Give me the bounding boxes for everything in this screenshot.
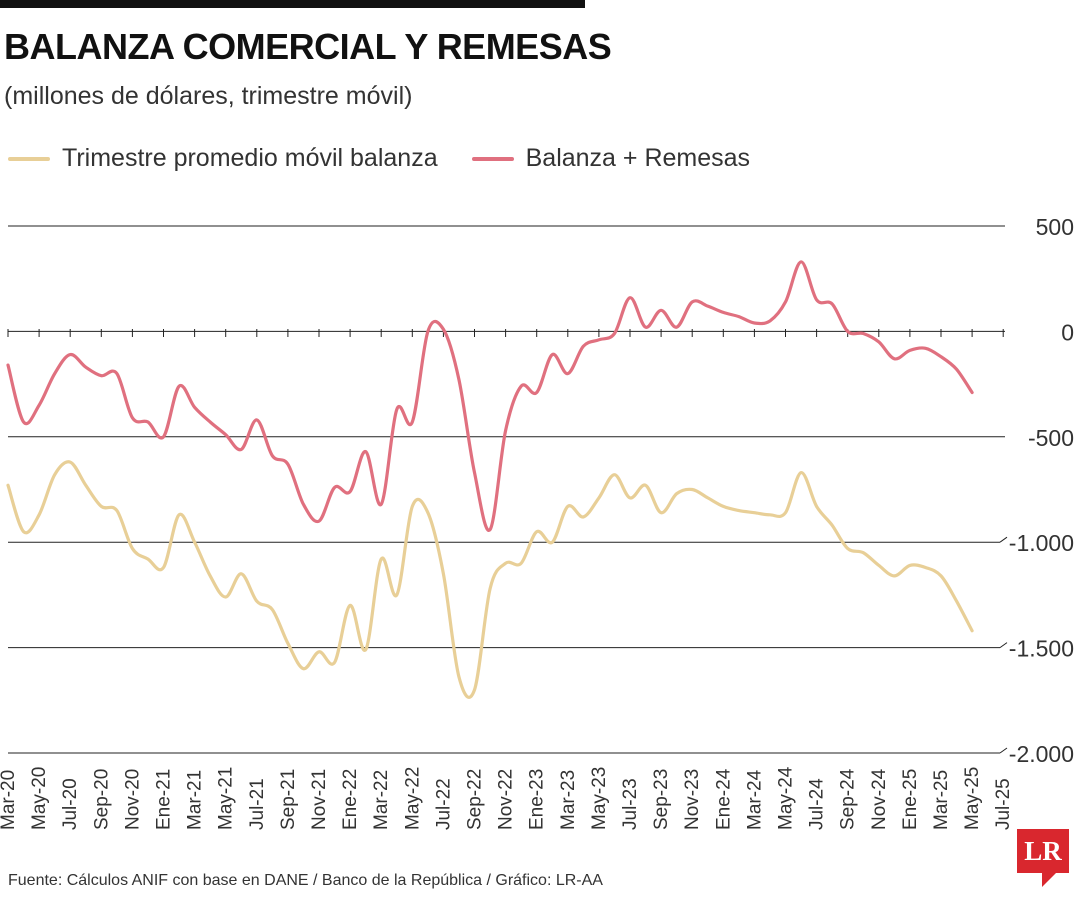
series-line-balanza-remesas xyxy=(6,260,974,532)
x-tick-label: Nov-23 xyxy=(682,769,703,830)
x-tick-label: Mar-24 xyxy=(744,769,765,830)
x-tick-label: May-25 xyxy=(962,767,983,830)
y-tick-label: 0 xyxy=(1061,319,1074,345)
x-tick-label: May-21 xyxy=(216,767,237,830)
x-tick-label: Mar-20 xyxy=(0,770,19,830)
y-tick-label: 500 xyxy=(1036,214,1074,240)
series-layer xyxy=(6,260,974,699)
x-tick-label: Jul-24 xyxy=(807,778,828,830)
x-tick-label: May-20 xyxy=(29,767,50,830)
y-axis-labels: 500 0 -500 -1.000 -1.500 -2.000 xyxy=(1009,214,1074,767)
y-tick-label: -1.000 xyxy=(1009,530,1074,556)
x-tick-label: Jul-21 xyxy=(247,778,268,830)
x-tick-label: May-23 xyxy=(589,767,610,830)
x-tick-label: Mar-25 xyxy=(931,770,952,830)
legend-label-remesas: Balanza + Remesas xyxy=(525,144,751,172)
x-tick-label: May-22 xyxy=(402,767,423,830)
x-tick-label: Mar-21 xyxy=(185,770,206,830)
x-tick-label: Nov-20 xyxy=(122,769,143,830)
x-tick-label: Sep-20 xyxy=(91,769,112,830)
x-tick-label: Ene-25 xyxy=(900,769,921,830)
x-tick-label: Nov-21 xyxy=(309,769,330,830)
x-tick-label: Ene-22 xyxy=(340,769,361,830)
x-tick-label: May-24 xyxy=(776,766,797,830)
x-tick-label: Ene-21 xyxy=(154,769,175,830)
x-tick-label: Sep-21 xyxy=(278,769,299,830)
x-tick-label: Sep-22 xyxy=(465,769,486,830)
chart-title: BALANZA COMERCIAL Y REMESAS xyxy=(4,26,612,67)
gridline-leader xyxy=(999,642,1008,649)
lr-logo: LR xyxy=(1017,829,1069,873)
gridline-leader xyxy=(999,536,1008,543)
x-tick-label: Ene-24 xyxy=(713,768,734,830)
line-chart: Mar-20 May-20 Jul-20 Sep-20 Nov-20 Ene-21 Mar-… xyxy=(0,214,1074,830)
source-note: Fuente: Cálculos ANIF con base en DANE /… xyxy=(8,872,603,889)
series-line-balanza xyxy=(6,460,974,699)
x-tick-label: Nov-22 xyxy=(496,769,517,830)
grid-layer xyxy=(8,225,1008,754)
x-tick-label: Jul-23 xyxy=(620,778,641,830)
y-tick-label: -500 xyxy=(1028,425,1074,451)
legend-item-remesas: Balanza + Remesas xyxy=(471,144,751,173)
gridline-leader xyxy=(999,747,1008,754)
x-tick-label: Sep-23 xyxy=(651,769,672,830)
top-rule xyxy=(0,0,585,8)
x-tick-label: Ene-23 xyxy=(527,769,548,830)
y-tick-label: -2.000 xyxy=(1009,741,1074,767)
legend: Trimestre promedio móvil balanza Balanza… xyxy=(8,144,784,173)
lr-logo-tail xyxy=(1042,873,1056,887)
x-tick-label: Mar-22 xyxy=(371,770,392,830)
y-tick-label: -1.500 xyxy=(1009,636,1074,662)
x-tick-label: Sep-24 xyxy=(838,768,859,830)
x-tick-label: Jul-22 xyxy=(433,778,454,830)
chart-subtitle: (millones de dólares, trimestre móvil) xyxy=(4,82,413,110)
legend-item-balanza: Trimestre promedio móvil balanza xyxy=(8,144,438,173)
x-tick-label: Nov-24 xyxy=(869,768,890,830)
x-tick-label: Jul-20 xyxy=(60,778,81,830)
legend-swatch-balanza xyxy=(8,156,50,161)
legend-label-balanza: Trimestre promedio móvil balanza xyxy=(62,144,438,172)
legend-swatch-remesas xyxy=(471,156,514,161)
x-tick-label: Jul-25 xyxy=(993,778,1014,830)
x-tick-label: Mar-23 xyxy=(558,770,579,830)
x-axis: Mar-20 May-20 Jul-20 Sep-20 Nov-20 Ene-21 Mar-… xyxy=(0,329,1014,830)
